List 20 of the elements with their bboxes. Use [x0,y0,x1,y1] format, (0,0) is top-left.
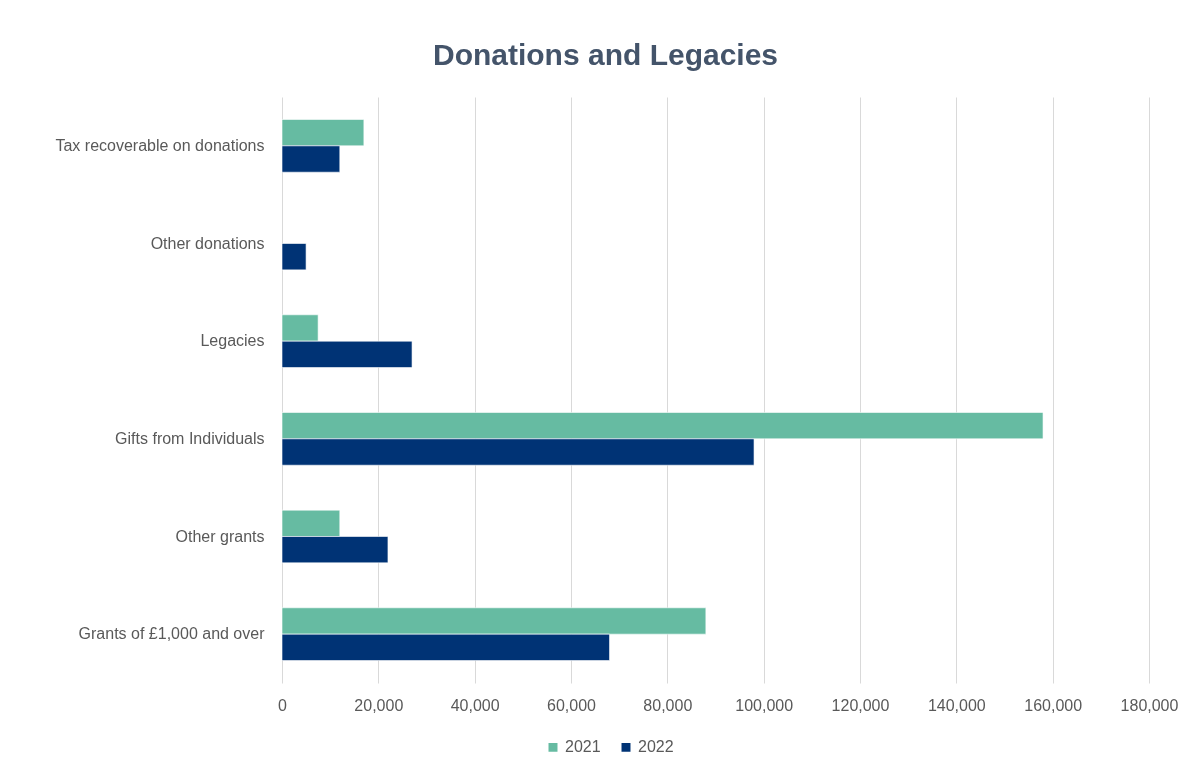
x-tick-label: 0 [278,696,288,714]
y-tick-label: Tax recoverable on donations [55,136,265,154]
y-tick-label: Gifts from Individuals [115,429,265,447]
x-tick-label: 120,000 [831,696,890,714]
y-tick-label: Other grants [175,527,265,545]
x-tick-label: 140,000 [927,696,986,714]
legend-label: 2022 [638,738,674,756]
y-tick-label: Legacies [200,332,265,350]
x-tick-label: 80,000 [643,696,693,714]
x-tick-label: 100,000 [735,696,794,714]
x-tick-label: 160,000 [1024,696,1083,714]
x-tick-label: 20,000 [354,696,404,714]
x-tick-label: 60,000 [547,696,597,714]
x-tick-label: 40,000 [450,696,500,714]
bar [281,243,307,271]
chart-title: Donations and Legacies [432,38,779,71]
x-tick-label: 180,000 [1120,696,1179,714]
y-tick-label: Other donations [150,234,265,252]
y-tick-label: Grants of £1,000 and over [78,625,266,643]
legend-label: 2021 [565,738,601,756]
